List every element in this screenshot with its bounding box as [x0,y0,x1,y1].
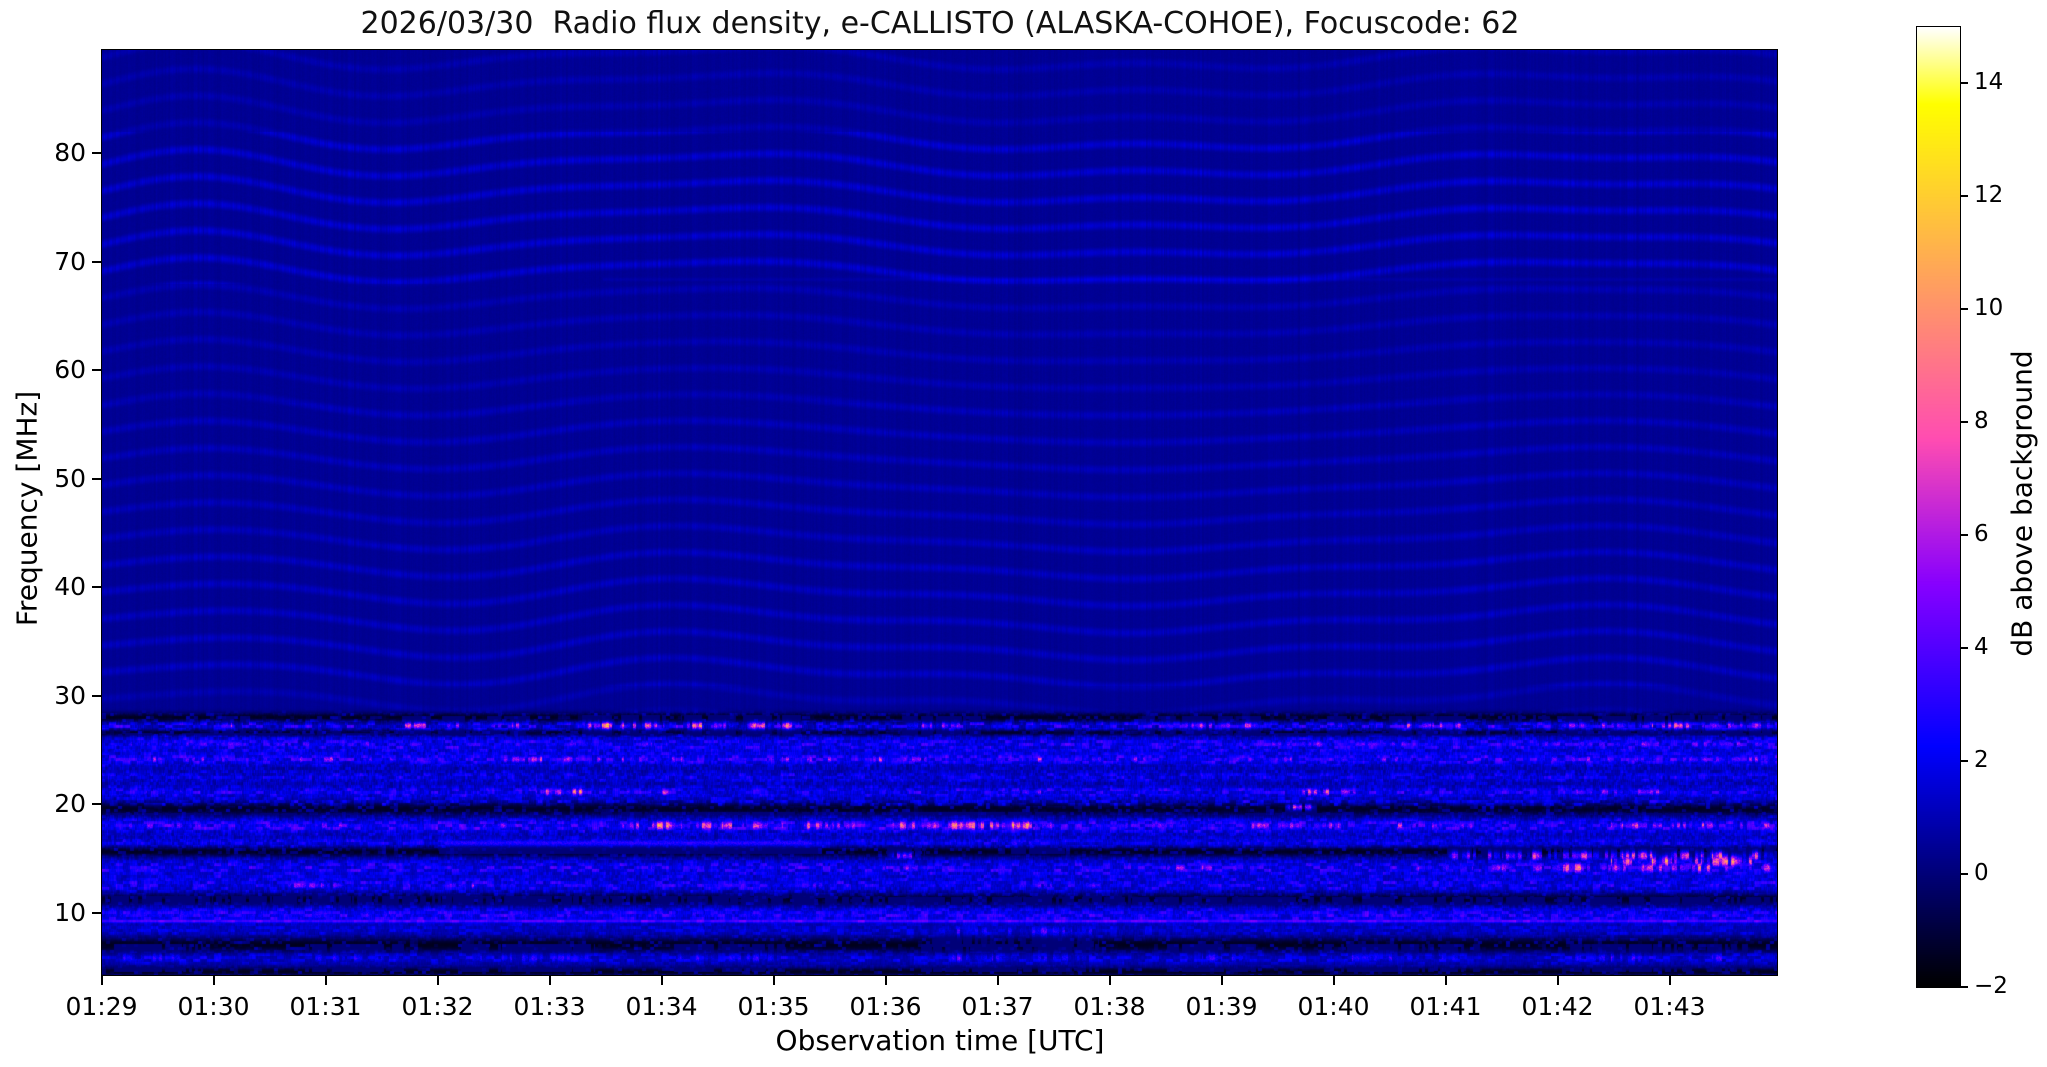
colorbar-tick-label: 4 [1974,634,1989,661]
x-tick-mark [436,976,439,985]
colorbar-tick-mark [1960,82,1968,85]
x-axis-label: Observation time [UTC] [775,1024,1105,1057]
x-tick-label: 01:39 [1185,992,1258,1021]
x-tick-mark [1220,976,1223,985]
y-tick-label: 30 [54,680,86,710]
colorbar-tick-mark [1960,308,1968,311]
x-tick-label: 01:31 [289,992,362,1021]
colorbar-tick-mark [1960,195,1968,198]
colorbar-tick-label: 10 [1974,295,2004,322]
y-tick-label: 50 [54,463,86,493]
x-tick-mark [1444,976,1447,985]
x-tick-label: 01:38 [1073,992,1146,1021]
colorbar-label: dB above background [2005,350,2039,657]
x-tick-label: 01:33 [513,992,586,1021]
y-tick-mark [92,586,101,589]
colorbar-tick-label: 14 [1974,69,2004,96]
x-tick-mark [1668,976,1671,985]
x-tick-label: 01:32 [401,992,474,1021]
x-tick-mark [212,976,215,985]
x-tick-mark [660,976,663,985]
colorbar-tick-label: −2 [1974,973,2008,999]
x-tick-label: 01:37 [961,992,1034,1021]
y-tick-mark [92,477,101,480]
colorbar-tick-label: 6 [1974,521,1989,548]
x-tick-label: 01:40 [1297,992,1370,1021]
colorbar-tick-label: 12 [1974,182,2004,209]
x-tick-label: 01:35 [737,992,810,1021]
y-tick-mark [92,260,101,263]
y-tick-label: 80 [54,138,86,167]
x-tick-mark [100,976,103,985]
colorbar-tick-label: 2 [1974,747,1989,774]
x-tick-label: 01:36 [849,992,922,1021]
y-tick-mark [92,803,101,806]
y-tick-mark [92,694,101,697]
colorbar-tick-label: 8 [1974,408,1989,435]
chart-title: 2026/03/30 Radio flux density, e-CALLIST… [360,6,1520,41]
y-tick-label: 60 [54,355,86,385]
y-tick-label: 40 [54,572,86,602]
y-tick-label: 20 [54,789,86,819]
colorbar-tick-mark [1960,647,1968,650]
y-tick-mark [92,152,101,154]
x-tick-mark [1332,976,1335,985]
y-tick-label: 10 [54,898,86,927]
x-tick-mark [1108,976,1111,985]
x-tick-label: 01:42 [1521,992,1594,1021]
y-tick-mark [92,369,101,372]
x-tick-mark [1556,976,1559,985]
colorbar-tick-mark [1960,873,1968,876]
x-tick-mark [548,976,551,985]
y-tick-mark [92,912,101,914]
colorbar-gradient [1916,26,1961,988]
x-tick-mark [772,976,775,985]
x-tick-mark [324,976,327,985]
x-tick-label: 01:29 [65,992,138,1021]
x-tick-mark [884,976,887,985]
x-tick-mark [996,976,999,985]
x-tick-label: 01:30 [177,992,250,1021]
x-tick-label: 01:43 [1633,992,1706,1021]
x-tick-label: 01:34 [625,992,698,1021]
colorbar-tick-mark [1960,760,1968,763]
colorbar-tick-label: 0 [1974,860,1989,887]
colorbar-tick-mark [1960,534,1968,537]
spectrogram-heatmap [101,49,1778,976]
y-tick-label: 70 [54,246,86,276]
colorbar-tick-mark [1960,421,1968,424]
colorbar-tick-mark [1960,986,1968,988]
x-tick-label: 01:41 [1409,992,1482,1021]
